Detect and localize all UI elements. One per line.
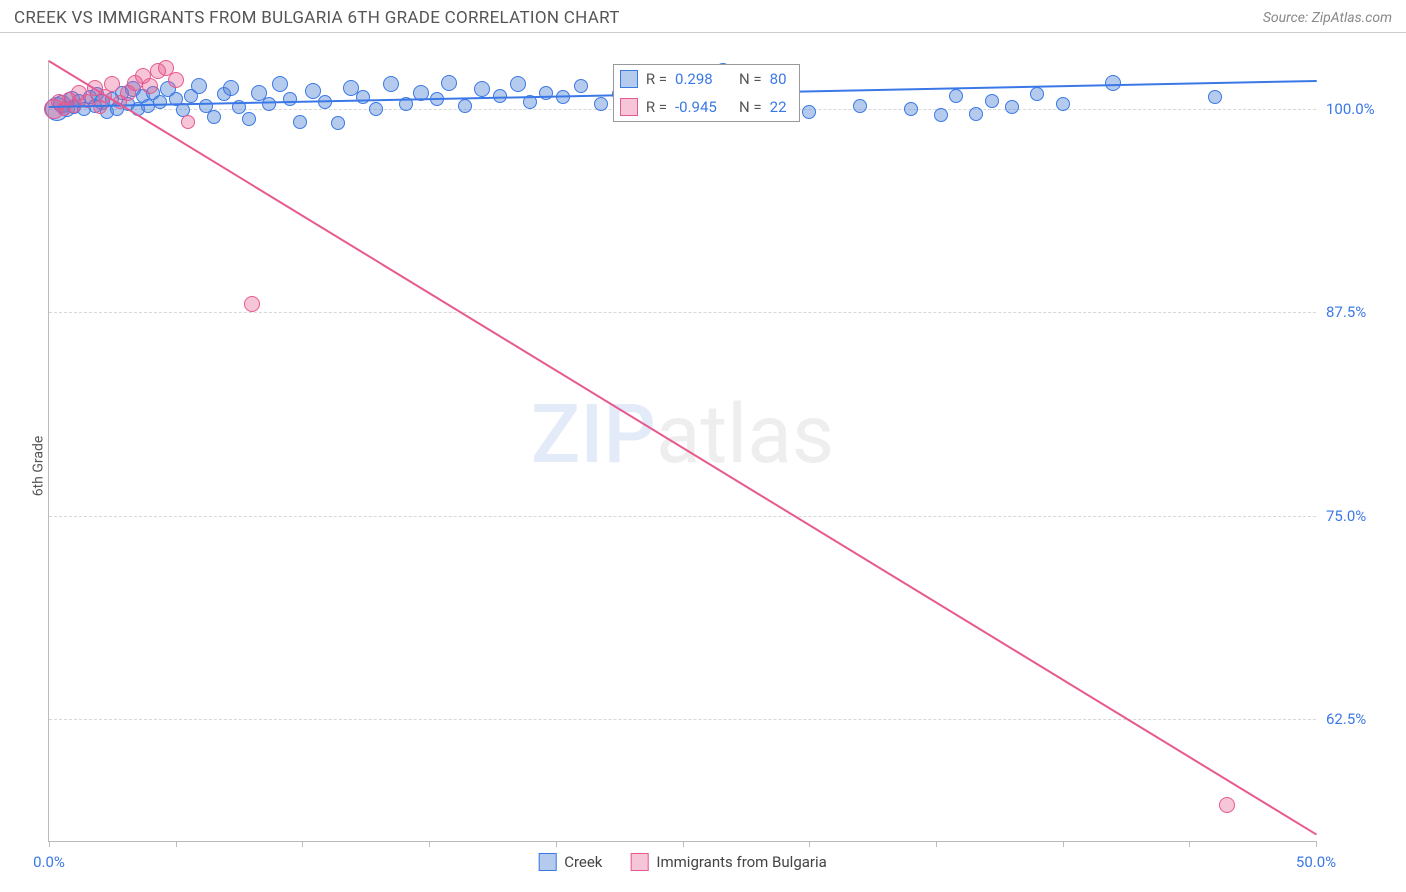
scatter-point [331, 116, 345, 130]
x-tick [936, 841, 937, 847]
legend-n-label: N = [739, 70, 762, 88]
chart-header: CREEK VS IMMIGRANTS FROM BULGARIA 6TH GR… [0, 0, 1406, 33]
scatter-point [191, 78, 207, 94]
y-tick-label: 87.5% [1326, 303, 1396, 321]
scatter-point [1105, 75, 1121, 91]
legend-stats-row: R = -0.945 N = 22 [614, 93, 799, 121]
scatter-point [1005, 100, 1019, 114]
plot-region: ZIPatlas CreekImmigrants from Bulgaria 6… [48, 60, 1316, 842]
legend-stats-row: R = 0.298 N = 80 [614, 65, 799, 93]
scatter-point [985, 94, 999, 108]
scatter-point [244, 296, 260, 312]
legend-n-value: 80 [770, 70, 787, 88]
legend-bottom: Creek Immigrants from Bulgaria [538, 853, 827, 871]
scatter-point [853, 99, 867, 113]
x-tick [1063, 841, 1064, 847]
gridline [49, 312, 1316, 313]
legend-swatch [630, 853, 648, 871]
legend-r-label: R = [646, 70, 667, 88]
scatter-point [293, 115, 307, 129]
y-tick-label: 100.0% [1326, 100, 1396, 118]
legend-item: Immigrants from Bulgaria [630, 853, 826, 871]
y-axis-label: 6th Grade [30, 436, 46, 497]
scatter-point [441, 75, 457, 91]
legend-swatch [620, 98, 638, 116]
x-tick [176, 841, 177, 847]
scatter-point [223, 80, 239, 96]
x-tick [1316, 841, 1317, 847]
scatter-point [1030, 87, 1044, 101]
y-tick-label: 62.5% [1326, 710, 1396, 728]
watermark-atlas: atlas [656, 387, 834, 483]
legend-n-value: 22 [770, 98, 787, 116]
scatter-point [104, 76, 120, 92]
scatter-point [1208, 90, 1222, 104]
legend-stats: R = 0.298 N = 80 R = -0.945 N = 22 [613, 64, 800, 122]
scatter-point [383, 76, 399, 92]
scatter-point [356, 90, 370, 104]
scatter-point [934, 108, 948, 122]
scatter-point [510, 76, 526, 92]
y-tick-label: 75.0% [1326, 507, 1396, 525]
scatter-point [458, 99, 472, 113]
legend-swatch [620, 70, 638, 88]
x-tick [49, 841, 50, 847]
x-tick [556, 841, 557, 847]
legend-r-value: 0.298 [675, 70, 731, 88]
x-tick [429, 841, 430, 847]
scatter-point [1056, 97, 1070, 111]
scatter-point [283, 92, 297, 106]
legend-n-label: N = [739, 98, 762, 116]
scatter-point [153, 95, 167, 109]
x-tick [302, 841, 303, 847]
legend-label: Creek [564, 853, 602, 871]
watermark-zip: ZIP [531, 387, 656, 483]
legend-label: Immigrants from Bulgaria [656, 853, 826, 871]
scatter-point [594, 97, 608, 111]
watermark: ZIPatlas [531, 387, 834, 483]
x-tick [683, 841, 684, 847]
scatter-point [574, 79, 588, 93]
scatter-point [242, 112, 256, 126]
scatter-point [802, 105, 816, 119]
scatter-point [305, 83, 321, 99]
x-tick [1189, 841, 1190, 847]
x-tick [809, 841, 810, 847]
scatter-point [262, 97, 276, 111]
legend-r-label: R = [646, 98, 667, 116]
chart-title: CREEK VS IMMIGRANTS FROM BULGARIA 6TH GR… [14, 8, 620, 28]
scatter-point [272, 76, 288, 92]
x-tick-label: 50.0% [1296, 853, 1336, 871]
scatter-point [904, 102, 918, 116]
legend-item: Creek [538, 853, 602, 871]
scatter-point [142, 78, 158, 94]
chart-area: 6th Grade ZIPatlas CreekImmigrants from … [0, 40, 1406, 892]
gridline [49, 516, 1316, 517]
x-tick-label: 0.0% [33, 853, 65, 871]
scatter-point [207, 110, 221, 124]
scatter-point [168, 72, 184, 88]
chart-source: Source: ZipAtlas.com [1263, 10, 1392, 26]
scatter-point [1219, 797, 1235, 813]
legend-r-value: -0.945 [675, 98, 731, 116]
scatter-point [949, 89, 963, 103]
legend-swatch [538, 853, 556, 871]
scatter-point [181, 115, 195, 129]
scatter-point [369, 102, 383, 116]
scatter-point [474, 81, 490, 97]
scatter-point [969, 107, 983, 121]
